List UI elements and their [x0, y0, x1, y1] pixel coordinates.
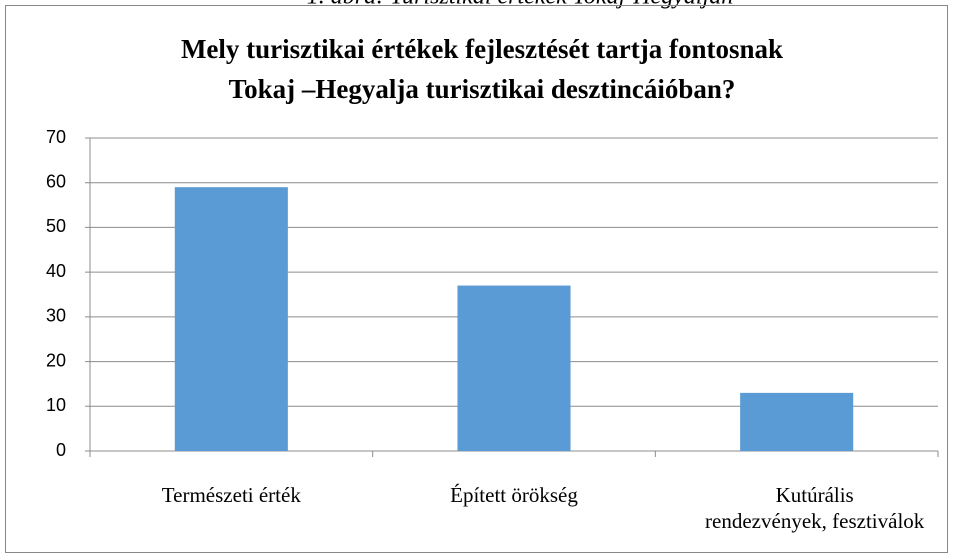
- bar: [174, 187, 288, 451]
- chart-title: Mely turisztikai értékek fejlesztését ta…: [181, 34, 783, 64]
- x-tick-label: Épített örökség: [450, 483, 578, 507]
- y-tick-label: 50: [46, 216, 66, 236]
- y-tick-label: 30: [46, 306, 66, 326]
- y-tick-label: 40: [46, 261, 66, 281]
- chart-frame: [5, 5, 948, 553]
- x-tick-label: Természeti érték: [162, 483, 302, 507]
- bar: [457, 285, 571, 451]
- x-tick-label: Kutúrális: [776, 483, 854, 507]
- bar: [740, 392, 854, 451]
- y-tick-label: 70: [46, 127, 66, 147]
- y-tick-label: 60: [46, 171, 66, 191]
- y-tick-label: 20: [46, 350, 66, 370]
- x-tick-label: rendezvények, fesztiválok: [705, 509, 925, 533]
- chart-title: Tokaj –Hegyalja turisztikai desztincáiób…: [229, 74, 736, 104]
- y-tick-label: 0: [56, 440, 66, 460]
- y-tick-label: 10: [46, 395, 66, 415]
- caption: 1. ábra: Turisztikai értékek Tokaj-Hegya…: [307, 0, 733, 10]
